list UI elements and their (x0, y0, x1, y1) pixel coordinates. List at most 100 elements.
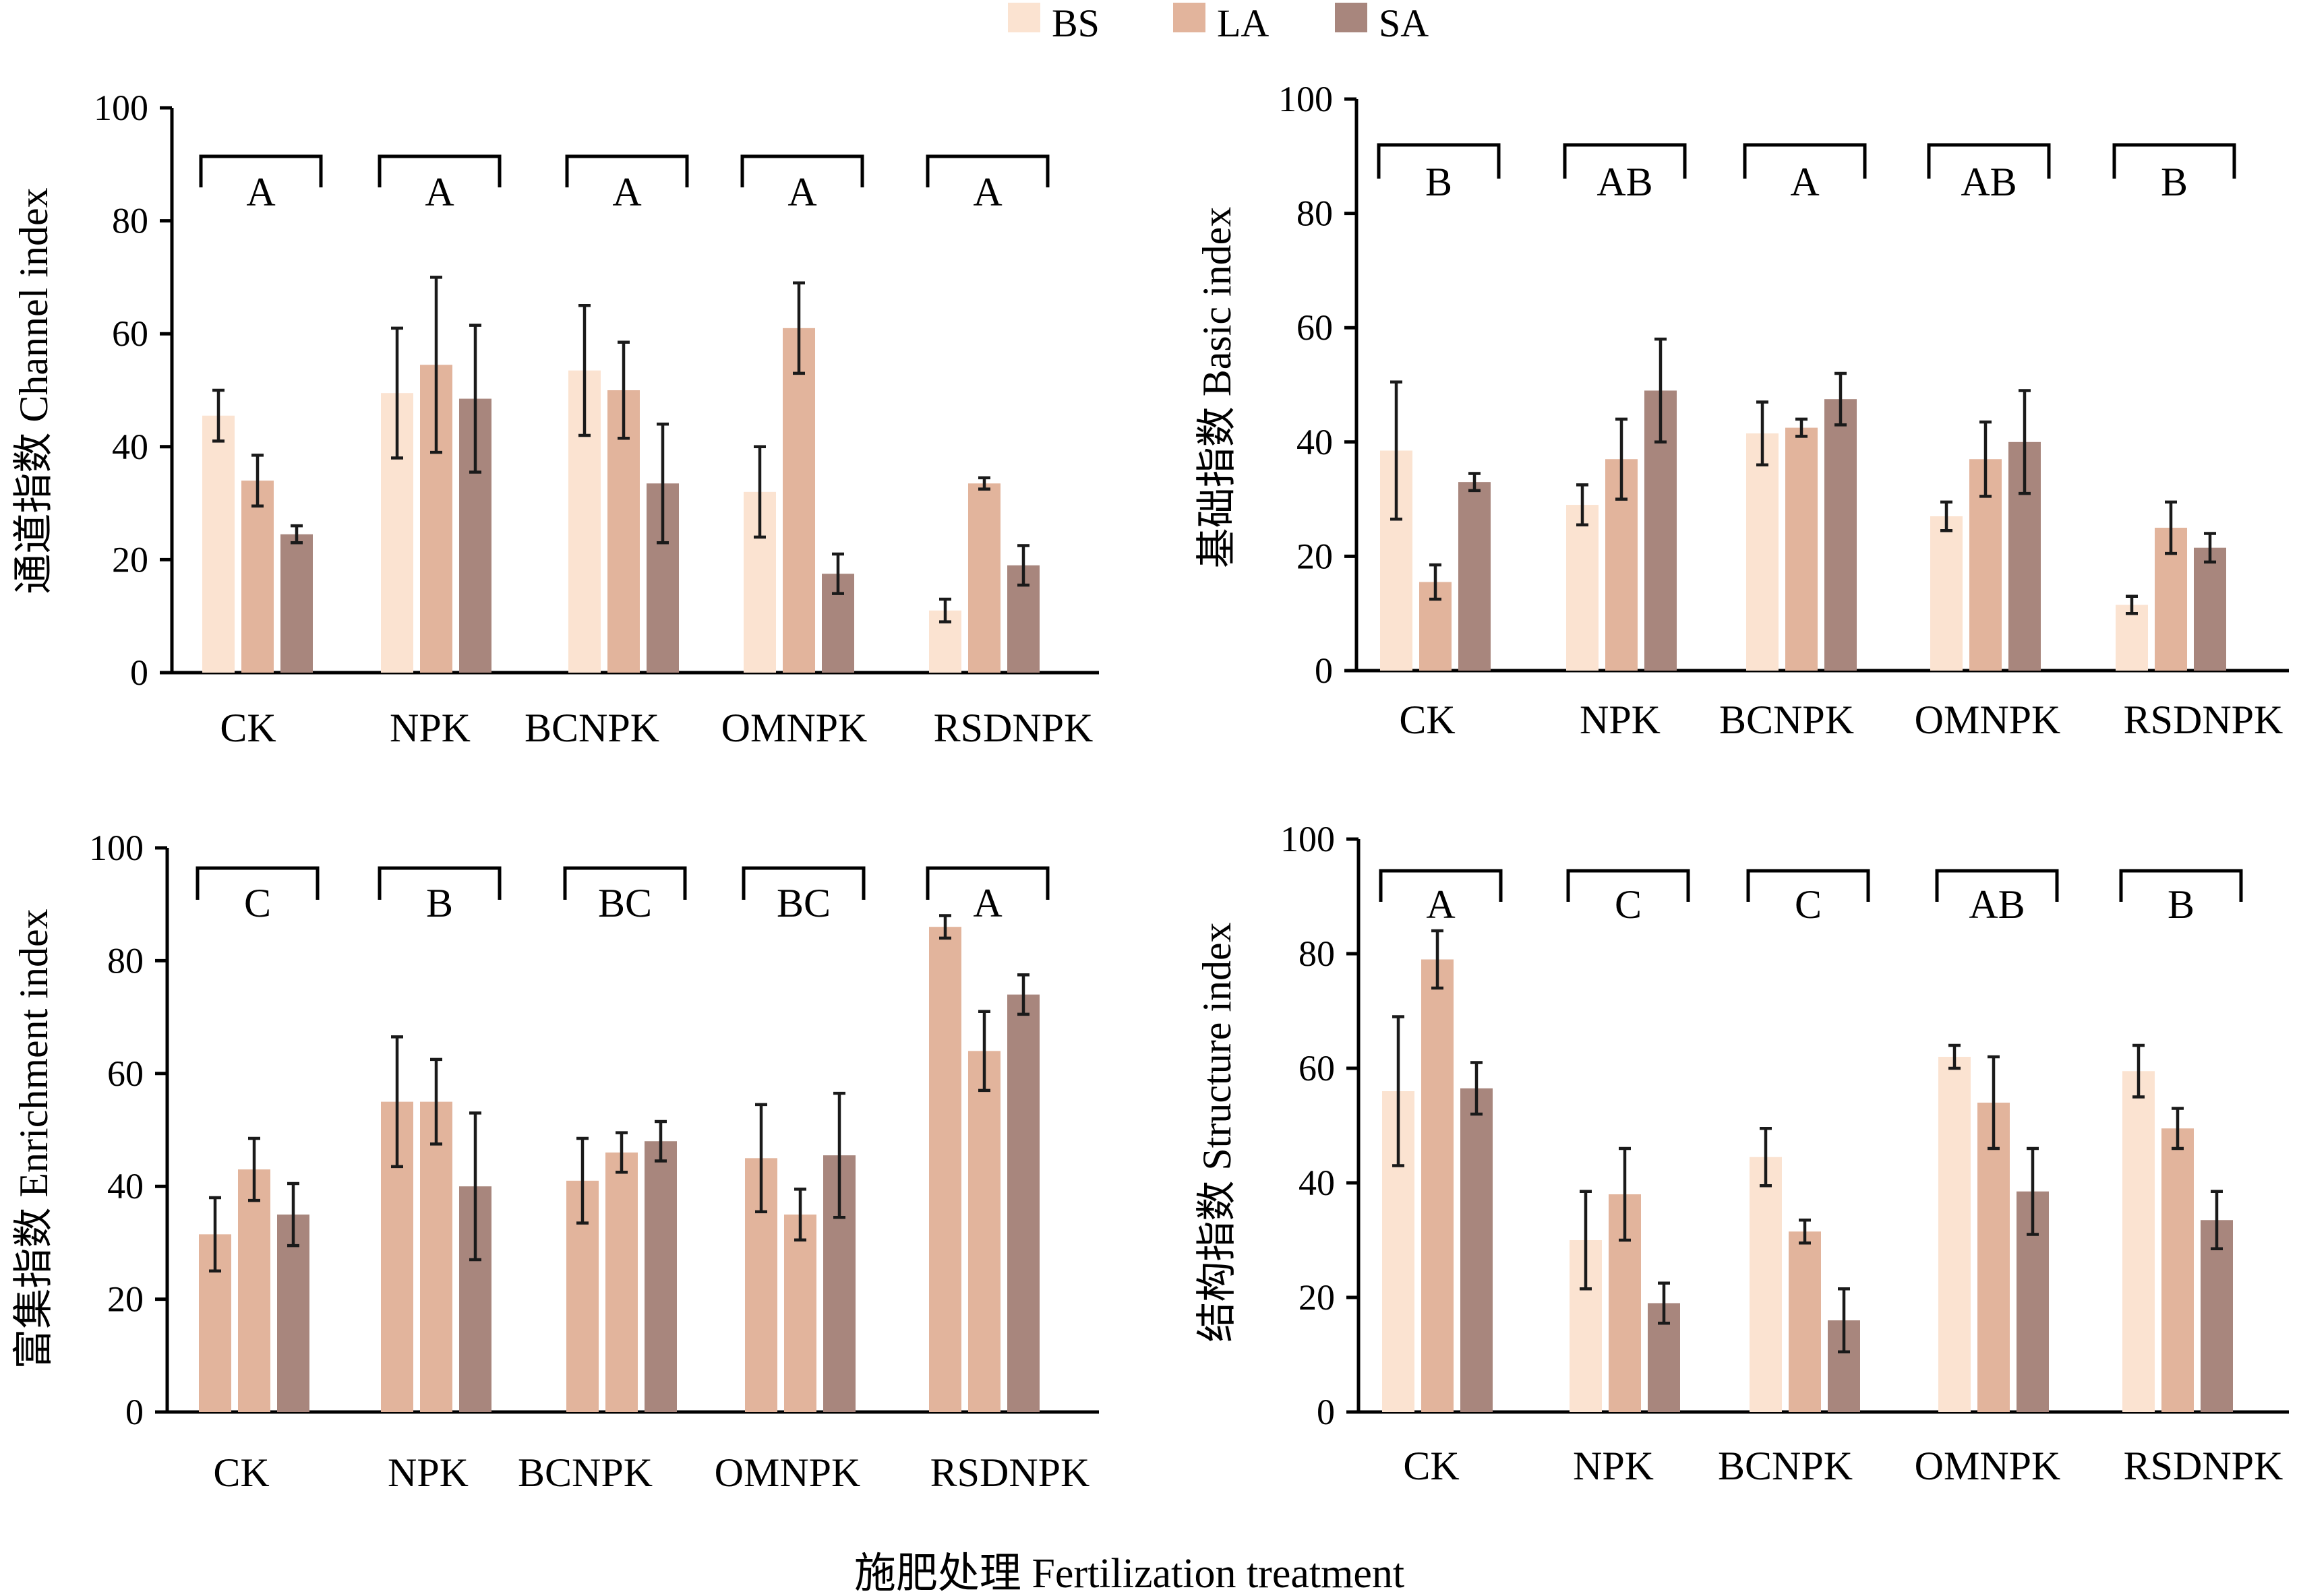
bar-sa-bcnpk (645, 1141, 677, 1412)
bar-la-ck (241, 481, 274, 673)
significance-letter: C (1615, 882, 1642, 927)
bar-sa-ck (280, 534, 313, 673)
x-tick-label: OMNPK (1915, 698, 2061, 742)
x-tick-label: BCNPK (525, 706, 659, 750)
x-tick-label: BCNPK (518, 1450, 653, 1495)
x-tick-label: OMNPK (1915, 1444, 2061, 1488)
y-tick-label: 60 (1298, 1048, 1335, 1088)
x-tick-label: BCNPK (1718, 1444, 1853, 1488)
y-tick-label: 100 (94, 88, 148, 128)
significance-letter: B (2161, 160, 2188, 204)
y-tick-label: 80 (1296, 193, 1333, 234)
y-tick-label: 20 (107, 1279, 144, 1320)
y-tick-label: 100 (89, 828, 144, 868)
significance-letter: AB (1596, 160, 1652, 204)
significance-letter: A (973, 881, 1002, 925)
significance-bracket (378, 154, 502, 187)
significance-letter: AB (1961, 160, 2017, 204)
x-tick-label: CK (213, 1450, 269, 1495)
y-tick-label: 80 (1298, 933, 1335, 974)
significance-letter: B (426, 881, 453, 925)
bar-bs-bcnpk (1750, 1157, 1782, 1412)
bar-sa-rsdnpk (2201, 1220, 2233, 1412)
bar-la-rsdnpk (968, 1051, 1001, 1412)
legend-swatch-bs (1008, 3, 1040, 32)
significance-letter: A (612, 170, 641, 214)
bar-sa-rsdnpk (2194, 547, 2226, 671)
x-tick-label: RSDNPK (2124, 698, 2283, 742)
significance-letter: A (246, 170, 275, 214)
significance-bracket (926, 866, 1050, 900)
legend: BS LA SA (1008, 1, 1429, 45)
significance-letter: A (1426, 882, 1455, 927)
y-tick-label: 20 (1296, 536, 1333, 576)
x-tick-label: NPK (1573, 1444, 1654, 1488)
x-tick-label: NPK (388, 1450, 469, 1495)
bar-la-rsdnpk (968, 483, 1001, 673)
y-tick-label: 60 (1296, 307, 1333, 348)
y-tick-label: 60 (107, 1053, 144, 1094)
bar-la-bcnpk (605, 1152, 638, 1412)
legend-swatch-la (1173, 3, 1205, 32)
bar-bs-omnpk (1938, 1057, 1971, 1412)
significance-letter: A (1790, 160, 1819, 204)
y-tick-label: 80 (107, 940, 144, 981)
x-tick-label: NPK (390, 706, 471, 750)
bar-la-bcnpk (1785, 427, 1818, 671)
bar-sa-ck (1458, 482, 1491, 671)
y-tick-label: 0 (130, 652, 148, 693)
x-tick-label: CK (1403, 1444, 1459, 1488)
significance-letter: B (2168, 882, 2194, 927)
significance-bracket (1377, 143, 1501, 179)
y-axis-title: 结构指数 Structure index (1195, 922, 1239, 1342)
y-tick-label: 40 (1296, 422, 1333, 462)
significance-bracket (563, 866, 687, 900)
bar-la-npk (420, 1101, 452, 1412)
y-tick-label: 100 (1280, 819, 1335, 859)
significance-bracket (199, 154, 323, 187)
significance-bracket (742, 866, 866, 900)
significance-bracket (1563, 143, 1687, 179)
bar-la-omnpk (784, 1215, 816, 1412)
x-tick-label: RSDNPK (930, 1450, 1090, 1495)
panel-structure-index: 0 20 40 60 80 100 结构指数 Structure index CK A NPK C B… (1195, 819, 2289, 1488)
x-tick-label: NPK (1580, 698, 1661, 742)
x-tick-label: CK (220, 706, 276, 750)
significance-letter: B (1425, 160, 1452, 204)
bar-la-omnpk (1977, 1103, 2010, 1412)
significance-bracket (378, 866, 502, 900)
significance-bracket (1743, 143, 1867, 179)
y-axis-title: 通道指数 Channel index (11, 187, 56, 594)
x-axis-title: 施肥处理 Fertilization treatment (854, 1551, 1404, 1596)
significance-bracket (196, 866, 320, 900)
bar-sa-bcnpk (1824, 399, 1857, 671)
y-tick-label: 0 (1317, 1392, 1335, 1432)
y-tick-label: 40 (107, 1166, 144, 1206)
bar-la-ck (1421, 959, 1454, 1412)
y-tick-label: 0 (125, 1392, 144, 1432)
significance-bracket (565, 154, 689, 187)
significance-bracket (740, 154, 864, 187)
bar-la-rsdnpk (2161, 1128, 2194, 1412)
bar-bs-rsdnpk (2122, 1071, 2155, 1412)
panel-enrichment-index: 0 20 40 60 80 100 富集指数 Enrichment index CK C NPK B… (11, 828, 1099, 1495)
x-tick-label: CK (1399, 698, 1455, 742)
panel-channel-index: 0 20 40 60 80 100 通道指数 Channel index CK A NPK A BCN… (11, 88, 1099, 750)
significance-bracket (2112, 143, 2236, 179)
y-tick-label: 20 (112, 539, 148, 580)
bar-bs-omnpk (1930, 516, 1963, 671)
y-tick-label: 0 (1315, 650, 1333, 691)
significance-letter: BC (598, 881, 652, 925)
significance-bracket (1935, 869, 2059, 902)
significance-letter: A (973, 170, 1002, 214)
legend-label-sa: SA (1379, 1, 1429, 45)
bar-bs-rsdnpk (2116, 605, 2148, 671)
significance-letter: A (425, 170, 454, 214)
y-tick-label: 40 (1298, 1163, 1335, 1203)
y-tick-label: 100 (1278, 79, 1333, 119)
bar-sa-rsdnpk (1007, 994, 1040, 1412)
y-tick-label: 60 (112, 313, 148, 354)
legend-label-la: LA (1217, 1, 1269, 45)
significance-letter: BC (777, 881, 831, 925)
